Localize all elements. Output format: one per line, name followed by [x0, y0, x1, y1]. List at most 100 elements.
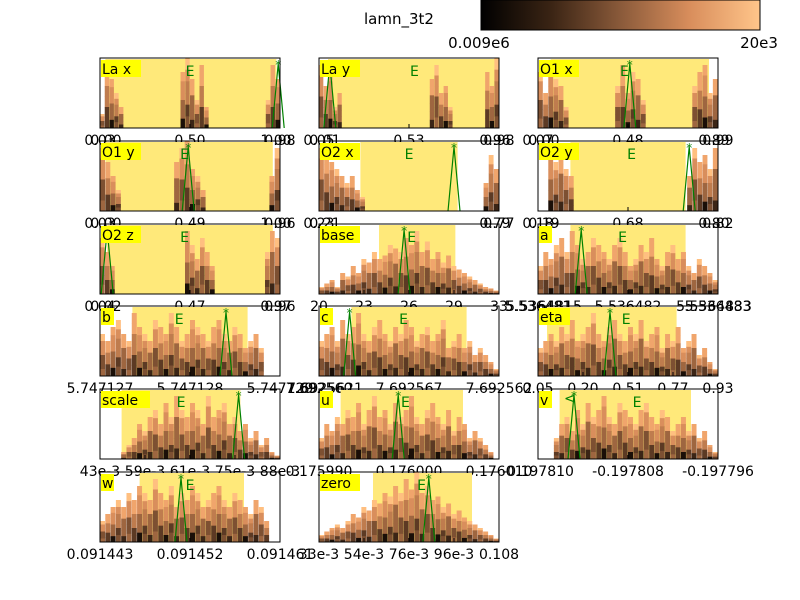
- histogram-bar: [237, 341, 243, 349]
- histogram-bar: [118, 117, 124, 122]
- histogram-bar: [548, 96, 554, 108]
- histogram-bar: [334, 438, 340, 446]
- histogram-bar: [121, 456, 127, 459]
- histogram-bar: [147, 431, 153, 439]
- histogram-bar: [242, 429, 248, 436]
- histogram-bar: [174, 335, 180, 344]
- histogram-bar: [152, 338, 158, 349]
- histogram-bar: [659, 357, 665, 363]
- histogram-bar: [493, 197, 499, 205]
- histogram-bar: [211, 533, 217, 543]
- histogram-bar: [237, 362, 243, 370]
- histogram-bar: [345, 418, 351, 427]
- histogram-bar: [319, 364, 324, 371]
- histogram-bar: [434, 65, 439, 76]
- histogram-bar: [686, 275, 692, 281]
- histogram-bar: [691, 435, 697, 442]
- histogram-bar: [670, 445, 676, 450]
- histogram-bar: [606, 343, 612, 352]
- histogram-bar: [707, 190, 713, 198]
- histogram-bar: [446, 371, 452, 377]
- histogram-bar: [488, 155, 494, 165]
- histogram-bar: [403, 410, 409, 419]
- histogram-bar: [414, 424, 420, 432]
- histogram-bar: [493, 369, 499, 371]
- histogram-bar: [617, 421, 623, 432]
- histogram-bar: [430, 449, 436, 460]
- histogram-bar: [659, 371, 665, 377]
- histogram-bar: [210, 289, 215, 295]
- histogram-bar: [253, 348, 259, 356]
- histogram-bar: [328, 100, 333, 110]
- histogram-bar: [205, 427, 211, 439]
- histogram-bar: [538, 270, 543, 276]
- histogram-bar: [350, 280, 356, 285]
- histogram-bar: [377, 282, 383, 289]
- histogram-bar: [451, 445, 457, 450]
- histogram-bar: [205, 500, 211, 508]
- histogram-bar: [414, 518, 420, 531]
- histogram-bar: [174, 162, 180, 171]
- histogram-bar: [195, 426, 201, 435]
- histogram-bar: [110, 507, 116, 514]
- histogram-bar: [382, 525, 388, 535]
- histogram-bar: [334, 291, 340, 294]
- histogram-bar: [601, 341, 607, 348]
- histogram-bar: [115, 204, 121, 208]
- histogram-bar: [590, 424, 596, 432]
- histogram-bar: [265, 287, 270, 295]
- histogram-bar: [585, 359, 591, 369]
- histogram-bar: [620, 107, 626, 118]
- histogram-bar: [387, 253, 393, 262]
- histogram-bar: [319, 341, 324, 348]
- histogram-bar: [617, 238, 623, 248]
- histogram-bar: [393, 263, 399, 272]
- histogram-bar: [274, 148, 280, 159]
- histogram-bar: [356, 344, 362, 356]
- histogram-bar: [419, 509, 425, 518]
- histogram-bar: [274, 457, 280, 459]
- histogram-bar: [424, 359, 430, 369]
- histogram-bar: [707, 373, 713, 377]
- histogram-bar: [702, 289, 708, 295]
- histogram-bar: [477, 537, 483, 540]
- histogram-bar: [344, 201, 350, 207]
- histogram-bar: [585, 412, 591, 422]
- histogram-bar: [361, 453, 367, 460]
- histogram-bar: [345, 426, 351, 435]
- histogram-bar: [126, 454, 132, 457]
- histogram-bar: [360, 201, 365, 205]
- histogram-bar: [622, 418, 628, 427]
- histogram-bar: [696, 282, 702, 289]
- histogram-bar: [712, 103, 718, 112]
- histogram-bar: [324, 531, 330, 534]
- histogram-bar: [105, 341, 111, 348]
- histogram-bar: [596, 277, 602, 287]
- histogram-bar: [152, 510, 158, 522]
- histogram-bar: [340, 447, 346, 454]
- histogram-bar: [691, 334, 697, 342]
- histogram-bar: [403, 418, 409, 427]
- histogram-bar: [126, 517, 132, 526]
- peak-line: [447, 146, 461, 212]
- histogram-bar: [179, 501, 185, 510]
- histogram-bar: [345, 362, 351, 370]
- histogram-bar: [569, 273, 575, 284]
- histogram-bar: [377, 276, 383, 283]
- histogram-bar: [620, 65, 626, 76]
- histogram-bar: [596, 355, 602, 363]
- histogram-bar: [323, 121, 328, 129]
- histogram-bar: [100, 531, 105, 536]
- histogram-bar: [702, 183, 708, 193]
- histogram-bar: [377, 259, 383, 266]
- histogram-bar: [356, 355, 362, 366]
- histogram-bar: [446, 535, 452, 543]
- histogram-bar: [328, 109, 333, 119]
- histogram-bar: [163, 440, 169, 450]
- histogram-bar: [100, 524, 105, 529]
- histogram-bar: [205, 252, 210, 260]
- histogram-bar: [115, 514, 121, 522]
- histogram-bar: [211, 327, 217, 336]
